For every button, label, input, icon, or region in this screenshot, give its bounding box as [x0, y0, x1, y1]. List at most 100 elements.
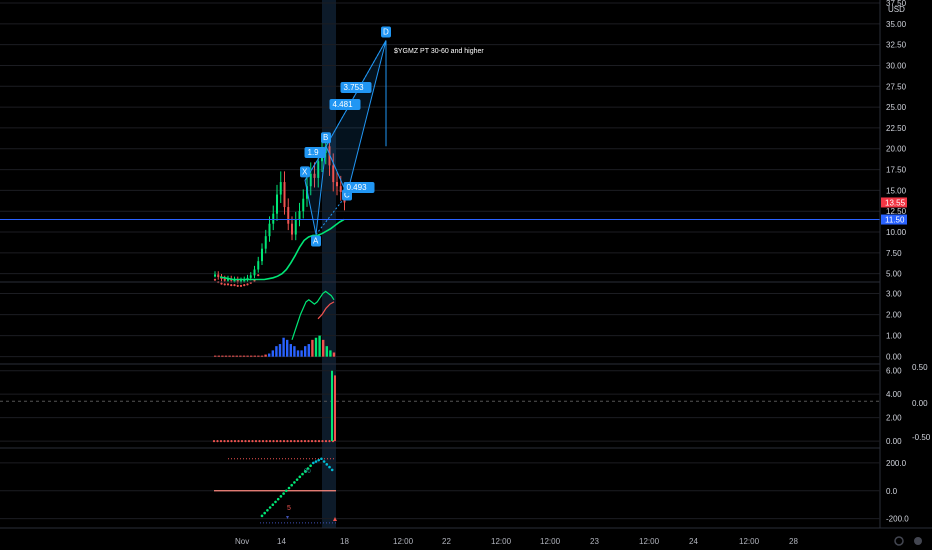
settings-icon[interactable]: [894, 536, 904, 546]
sar-dot: [233, 284, 236, 287]
candle-body: [249, 275, 252, 278]
signal-marker-label: 5: [287, 505, 291, 512]
candle-body: [223, 278, 226, 281]
zero-dot: [328, 440, 331, 443]
volume-bar: [311, 339, 314, 357]
volume-bar: [224, 355, 228, 357]
volume-bar: [264, 354, 267, 357]
time-axis-label: 22: [442, 537, 451, 546]
zero-dot: [230, 440, 233, 443]
sar-dot: [230, 284, 233, 287]
moving-average-line: [219, 218, 345, 281]
currency-label: USD: [888, 5, 905, 14]
indicator-point: [322, 460, 326, 463]
time-axis-label: 12:00: [540, 537, 561, 546]
volume-bar: [329, 350, 332, 357]
chart-annotation[interactable]: $YGMZ PT 30-60 and higher: [394, 48, 484, 55]
indicator-line-green: [291, 290, 335, 340]
candle-body: [328, 146, 331, 166]
price-tick-label: 15.00: [886, 186, 907, 195]
candle-body: [339, 186, 342, 193]
price-tick-label: 12.50: [886, 207, 907, 216]
indicator-pane-2[interactable]: [0, 370, 880, 443]
zero-dot: [265, 440, 268, 443]
time-axis-label: 28: [789, 537, 798, 546]
time-axis-label: 14: [277, 537, 286, 546]
zero-dot: [237, 440, 240, 443]
hline-price-label: 11.50: [885, 216, 905, 225]
candle-body: [253, 269, 256, 276]
indicator-tick-label: 3.00: [886, 290, 902, 299]
time-axis-label: 23: [590, 537, 599, 546]
candle-body: [309, 173, 312, 187]
time-axis-label: 24: [689, 537, 698, 546]
zero-dot: [268, 440, 272, 443]
indicator-point: [263, 511, 267, 515]
candle-body: [336, 182, 338, 187]
price-tick-label: 27.50: [886, 82, 907, 91]
zero-dot: [247, 440, 251, 443]
zero-dot: [240, 440, 244, 443]
candle-body: [283, 182, 286, 208]
volume-bar: [221, 355, 224, 357]
pattern-ratio-badge: [343, 182, 375, 193]
candle-body: [227, 278, 229, 281]
pattern-point-label: A: [313, 237, 319, 246]
candle-body: [291, 223, 293, 235]
volume-bar: [304, 346, 307, 357]
candle-body: [302, 198, 305, 212]
candle-body: [264, 236, 267, 249]
price-pane[interactable]: X A B C D 1.9 0.493 4.481 3.753: [0, 2, 880, 287]
candle-body: [276, 194, 278, 214]
volume-bar: [293, 346, 296, 357]
volume-bar: [246, 355, 249, 357]
volume-bar: [325, 346, 328, 357]
price-tick-label: 30.00: [886, 61, 907, 70]
indicator-point: [306, 467, 310, 470]
indicator-tick-label: 0.00: [886, 353, 902, 362]
indicator-point: [303, 469, 307, 473]
zero-dot: [300, 440, 303, 443]
down-arrow-marker: [286, 516, 289, 519]
indicator-line-red: [317, 301, 335, 320]
zero-dot: [296, 440, 300, 443]
price-tick-label: 20.00: [886, 145, 907, 154]
sar-dot: [246, 283, 249, 286]
indicator-point: [317, 458, 321, 462]
zero-dot: [279, 440, 282, 443]
indicator-tick-label: 6.00: [886, 367, 902, 376]
candle-body: [279, 182, 282, 195]
indicator-pane-3[interactable]: 5 80: [0, 457, 880, 524]
price-tick-label: 37.50: [886, 0, 907, 8]
price-tick-label: 25.00: [886, 103, 907, 112]
candle-body: [287, 207, 290, 224]
volume-bar: [275, 346, 278, 357]
zero-dot: [254, 440, 258, 443]
zero-dot: [226, 440, 230, 443]
pattern-point-badge: [381, 26, 391, 38]
volume-bar: [228, 355, 231, 357]
zero-dot: [321, 440, 324, 443]
pattern-ratio-label: 4.481: [333, 100, 354, 109]
indicator-point: [274, 500, 277, 504]
pattern-point-label: B: [323, 133, 328, 142]
price-tick-label: 10.00: [886, 228, 907, 237]
volume-bar: [289, 344, 292, 357]
zero-dot: [251, 440, 254, 443]
volume-bar: [271, 350, 274, 357]
indicator-pane-1[interactable]: [0, 290, 880, 358]
volume-bar: [260, 355, 264, 357]
zero-dot: [216, 440, 219, 443]
hline-price-badge: [881, 214, 907, 225]
volume-bar: [307, 344, 310, 357]
price-tick-label: 17.50: [886, 166, 907, 175]
candle-body: [240, 280, 242, 283]
pattern-point-badge: [311, 235, 321, 247]
sar-dot: [257, 274, 260, 277]
sar-dot: [243, 284, 246, 287]
pattern-point-badge: [321, 132, 331, 144]
zero-dot: [261, 440, 265, 443]
time-axis-label: 12:00: [393, 537, 414, 546]
zero-dot: [317, 440, 321, 443]
